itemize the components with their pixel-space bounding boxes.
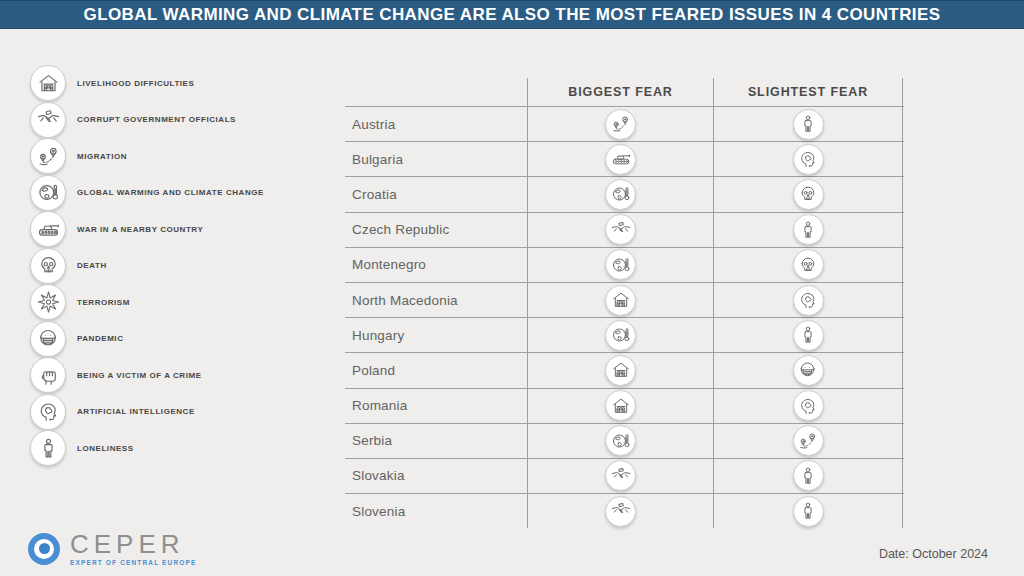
legend-item-crime: BEING A VICTIM OF A CRIME [30, 357, 264, 394]
table-row-hungary: Hungary [345, 317, 904, 352]
ceper-logo: CEPER EXPERT OF CENTRAL EUROPE [28, 531, 196, 566]
country-label: Bulgaria [345, 142, 527, 176]
globe-thermometer-icon [611, 325, 631, 345]
country-label: Austria [345, 107, 527, 141]
lone-person-icon [798, 114, 818, 134]
legend-item-label: GLOBAL WARMING AND CLIMATE CHANGE [77, 188, 264, 197]
house-goods-icon [611, 360, 631, 380]
legend-item-label: PANDEMIC [77, 334, 123, 343]
table-row-serbia: Serbia [345, 423, 904, 458]
map-pins-route-icon [611, 114, 631, 134]
logo-tagline: EXPERT OF CENTRAL EUROPE [70, 559, 196, 566]
globe-thermometer-icon [611, 184, 631, 204]
table-row-slovakia: Slovakia [345, 458, 904, 493]
globe-thermometer-icon [37, 181, 60, 204]
skull-icon [37, 254, 60, 277]
title-bar: GLOBAL WARMING AND CLIMATE CHANGE ARE AL… [0, 0, 1024, 29]
legend-item-label: ARTIFICIAL INTELLIGENCE [77, 407, 195, 416]
table-header-row: BIGGEST FEAR SLIGHTEST FEAR [345, 78, 904, 106]
legend-item-warming: GLOBAL WARMING AND CLIMATE CHANGE [30, 175, 264, 212]
country-label: Hungary [345, 318, 527, 352]
date-label: Date: October 2024 [879, 547, 988, 561]
map-pins-route-icon [37, 145, 60, 168]
legend-item-label: LONELINESS [77, 444, 134, 453]
table-row-croatia: Croatia [345, 176, 904, 211]
head-circuit-icon [798, 149, 818, 169]
lone-person-icon [798, 466, 818, 486]
lone-person-icon [37, 437, 60, 460]
legend-item-war: WAR IN A NEARBY COUNTRY [30, 211, 264, 248]
house-goods-icon [37, 72, 60, 95]
skull-icon [798, 184, 818, 204]
map-pins-route-icon [798, 431, 818, 451]
table-row-bulgaria: Bulgaria [345, 141, 904, 176]
page-title: GLOBAL WARMING AND CLIMATE CHANGE ARE AL… [84, 5, 941, 25]
ceper-logo-icon [28, 533, 60, 565]
head-circuit-icon [798, 290, 818, 310]
legend-item-label: BEING A VICTIM OF A CRIME [77, 371, 202, 380]
head-circuit-icon [37, 400, 60, 423]
house-goods-icon [611, 396, 631, 416]
legend-item-label: DEATH [77, 261, 107, 270]
country-label: Romania [345, 389, 527, 423]
globe-thermometer-icon [611, 255, 631, 275]
table-row-slovenia: Slovenia [345, 493, 904, 528]
lone-person-icon [798, 325, 818, 345]
legend-item-terrorism: TERRORISM [30, 284, 264, 321]
handshake-money-icon [611, 220, 631, 240]
lone-person-icon [798, 501, 818, 521]
head-circuit-icon [798, 396, 818, 416]
table-row-austria: Austria [345, 106, 904, 141]
table-row-romania: Romania [345, 388, 904, 423]
table-row-north-macedonia: North Macedonia [345, 282, 904, 317]
country-label: North Macedonia [345, 283, 527, 317]
legend-item-label: MIGRATION [77, 152, 127, 161]
biggest-fear-column-header: BIGGEST FEAR [527, 78, 713, 106]
legend-item-label: CORRUPT GOVERNMENT OFFICIALS [77, 115, 236, 124]
explosion-burst-icon [37, 291, 60, 314]
legend-item-label: LIVELIHOOD DIFFICULTIES [77, 79, 194, 88]
tank-icon [37, 218, 60, 241]
legend: LIVELIHOOD DIFFICULTIES CORRUPT GOVERNME… [30, 65, 264, 467]
fear-table: BIGGEST FEAR SLIGHTEST FEAR Austria Bulg… [345, 78, 904, 528]
handshake-money-icon [37, 108, 60, 131]
legend-item-label: TERRORISM [77, 298, 130, 307]
legend-item-pandemic: PANDEMIC [30, 321, 264, 358]
tank-icon [611, 149, 631, 169]
table-row-poland: Poland [345, 352, 904, 387]
country-label: Slovenia [345, 494, 527, 528]
country-label: Serbia [345, 424, 527, 458]
skull-icon [798, 255, 818, 275]
fist-icon [37, 364, 60, 387]
handshake-money-icon [611, 501, 631, 521]
handshake-money-icon [611, 466, 631, 486]
legend-item-livelihood: LIVELIHOOD DIFFICULTIES [30, 65, 264, 102]
country-label: Croatia [345, 177, 527, 211]
face-mask-icon [37, 327, 60, 350]
legend-item-ai: ARTIFICIAL INTELLIGENCE [30, 394, 264, 431]
legend-item-corruption: CORRUPT GOVERNMENT OFFICIALS [30, 102, 264, 139]
table-row-montenegro: Montenegro [345, 247, 904, 282]
legend-item-label: WAR IN A NEARBY COUNTRY [77, 225, 203, 234]
logo-text: CEPER [70, 531, 196, 557]
country-label: Poland [345, 353, 527, 387]
country-label: Montenegro [345, 248, 527, 282]
legend-item-death: DEATH [30, 248, 264, 285]
house-goods-icon [611, 290, 631, 310]
legend-item-loneliness: LONELINESS [30, 430, 264, 467]
table-row-czech-republic: Czech Republic [345, 212, 904, 247]
country-column-header [345, 78, 527, 106]
legend-item-migration: MIGRATION [30, 138, 264, 175]
lone-person-icon [798, 220, 818, 240]
country-label: Czech Republic [345, 213, 527, 247]
slightest-fear-column-header: SLIGHTEST FEAR [713, 78, 903, 106]
globe-thermometer-icon [611, 431, 631, 451]
country-label: Slovakia [345, 459, 527, 493]
face-mask-icon [798, 360, 818, 380]
